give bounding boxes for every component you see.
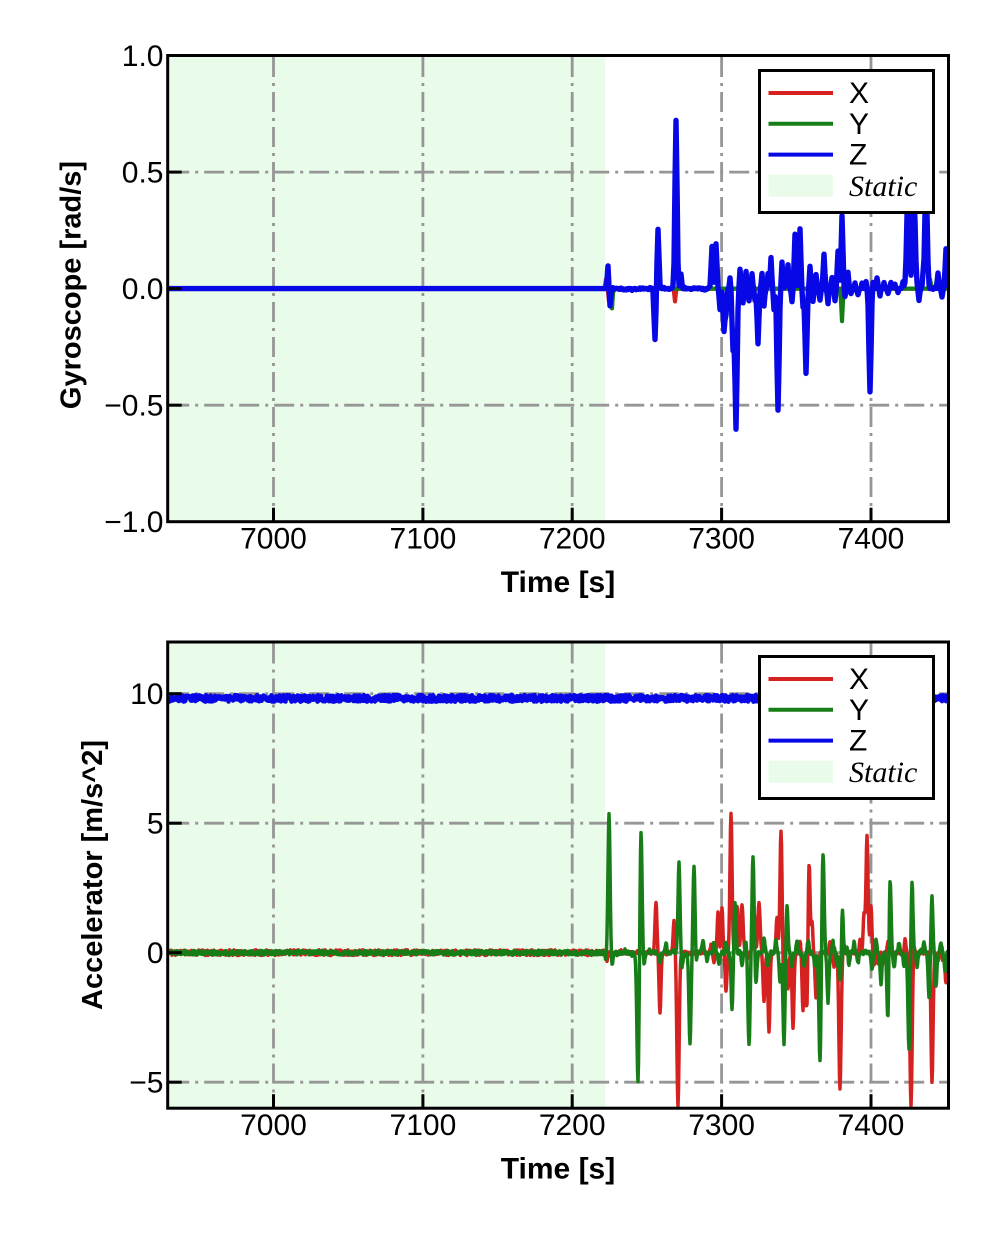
svg-text:1.0: 1.0 [122, 40, 164, 73]
svg-text:7400: 7400 [838, 1109, 905, 1142]
svg-text:Z: Z [849, 139, 867, 172]
svg-text:Time [s]: Time [s] [501, 566, 615, 599]
svg-text:5: 5 [147, 808, 164, 841]
svg-text:0.0: 0.0 [122, 273, 164, 306]
svg-text:0.5: 0.5 [122, 157, 164, 190]
svg-text:7100: 7100 [390, 1109, 457, 1142]
svg-text:X: X [849, 663, 869, 696]
svg-text:Y: Y [849, 694, 869, 727]
svg-text:Static: Static [849, 756, 917, 789]
svg-text:Accelerator [m/s^2]: Accelerator [m/s^2] [77, 740, 109, 1010]
svg-text:7300: 7300 [688, 1109, 755, 1142]
svg-text:Gyroscope [rad/s]: Gyroscope [rad/s] [56, 161, 88, 409]
svg-text:7200: 7200 [539, 1109, 606, 1142]
svg-text:7100: 7100 [390, 523, 457, 556]
svg-text:7000: 7000 [240, 523, 307, 556]
svg-text:7000: 7000 [240, 1109, 307, 1142]
svg-text:−0.5: −0.5 [104, 390, 163, 423]
svg-text:7200: 7200 [539, 523, 606, 556]
svg-text:−1.0: −1.0 [104, 506, 163, 539]
svg-text:0: 0 [147, 937, 164, 970]
svg-text:X: X [849, 77, 869, 110]
svg-text:7300: 7300 [688, 523, 755, 556]
svg-text:Static: Static [849, 170, 917, 203]
svg-text:Z: Z [849, 725, 867, 758]
svg-text:Y: Y [849, 108, 869, 141]
svg-text:10: 10 [130, 678, 163, 711]
svg-text:Time [s]: Time [s] [501, 1153, 615, 1186]
svg-text:−5: −5 [129, 1067, 163, 1100]
svg-text:7400: 7400 [838, 523, 905, 556]
